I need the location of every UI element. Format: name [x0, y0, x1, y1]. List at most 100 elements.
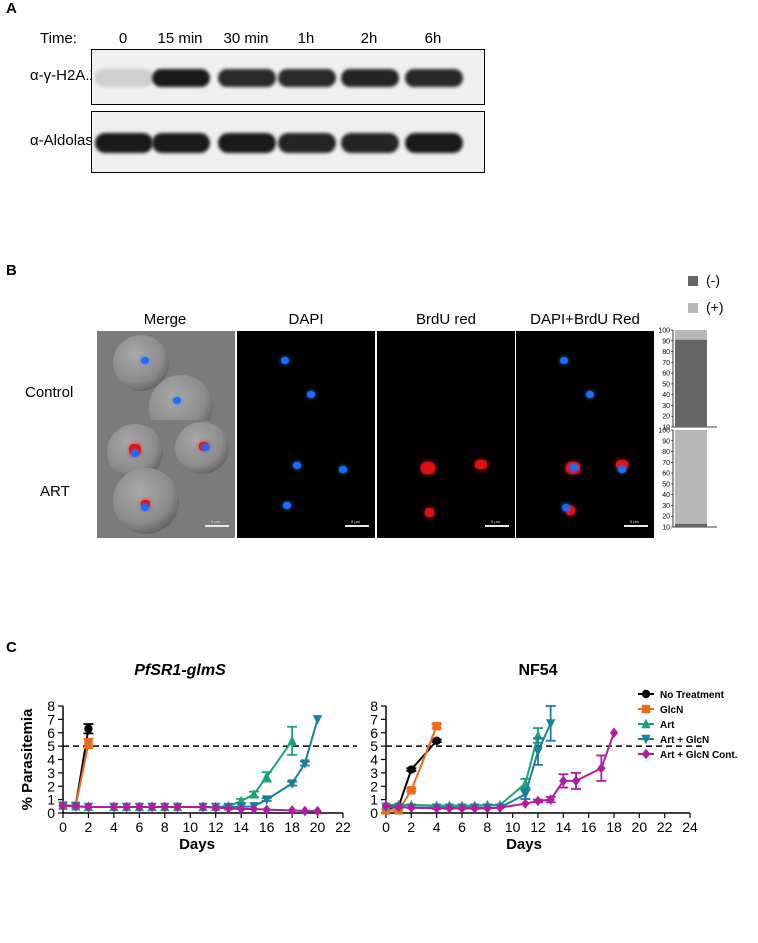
x-tick-label: 14	[233, 819, 249, 835]
brdu-spot	[566, 506, 575, 515]
data-point	[224, 803, 233, 814]
x-tick-label: 24	[682, 819, 698, 835]
column-header-brdu: BrdU red	[415, 311, 477, 328]
blot-band	[405, 133, 463, 153]
y-tick-label: 0	[370, 805, 378, 821]
brdu-spot	[425, 508, 434, 517]
chart-title: PfSR1-glmS	[134, 662, 226, 679]
x-tick-label: 20	[310, 819, 326, 835]
panel-b-letter: B	[6, 262, 17, 279]
series-line	[385, 732, 615, 810]
data-point	[407, 786, 416, 795]
y-tick-label: 2	[47, 778, 55, 794]
x-tick-label: 12	[530, 819, 546, 835]
blot-band	[341, 133, 399, 153]
micrograph-art-dapi-brdu: 5 µm	[516, 420, 654, 538]
scale-bar	[345, 525, 369, 527]
legend-label-positive: (+)	[706, 299, 724, 315]
scale-bar	[205, 525, 229, 527]
x-tick-label: 20	[632, 819, 648, 835]
series-line	[62, 804, 318, 812]
dapi-spot	[586, 391, 594, 398]
y-tick-label: 3	[370, 765, 378, 781]
x-tick-label: 4	[433, 819, 441, 835]
legend-label: GlcN	[660, 705, 683, 716]
data-point	[432, 736, 441, 745]
data-point	[546, 794, 555, 805]
micrograph-art-merge: 5 µm	[97, 420, 235, 538]
column-header-merge: Merge	[143, 311, 187, 328]
bar-axis-tick-label: 10	[662, 525, 670, 532]
series-line	[62, 719, 319, 808]
x-tick-label: 10	[505, 819, 521, 835]
blot-band	[405, 69, 463, 87]
legend-marker	[641, 718, 651, 729]
legend-swatch-negative	[688, 276, 698, 286]
x-tick-label: 6	[135, 819, 143, 835]
legend-label: Art + GlcN	[660, 735, 709, 746]
data-point	[545, 719, 556, 729]
dapi-spot	[141, 357, 149, 364]
x-tick-label: 2	[407, 819, 415, 835]
x-tick-label: 0	[59, 819, 67, 835]
legend-label: No Treatment	[660, 690, 725, 701]
blot-label-aldolase: α-Aldolase	[30, 132, 102, 149]
x-tick-label: 6	[458, 819, 466, 835]
bar-axis-tick-label: 90	[662, 338, 670, 345]
bar-segment-negative	[675, 339, 707, 427]
dapi-spot	[618, 466, 626, 473]
bar-axis-tick-label: 30	[662, 503, 670, 510]
bar-axis-tick-label: 80	[662, 349, 670, 356]
blot-band	[152, 133, 210, 153]
bar-segment-negative	[675, 523, 707, 527]
x-tick-label: 18	[606, 819, 622, 835]
brdu-spot	[421, 462, 435, 474]
bar-segment-positive	[675, 330, 707, 340]
x-tick-label: 10	[182, 819, 198, 835]
series-line	[385, 740, 438, 810]
y-tick-label: 4	[370, 752, 378, 768]
bar-axis-tick-label: 60	[662, 471, 670, 478]
y-tick-label: 5	[370, 738, 378, 754]
data-point	[571, 775, 581, 787]
data-point	[597, 762, 606, 774]
brdu-quantification-bars: 1009080706050403020101009080706050403020…	[658, 328, 717, 532]
blot-band	[278, 133, 336, 153]
blot-band	[341, 69, 399, 87]
bar-axis-tick-label: 70	[662, 360, 670, 367]
dapi-spot	[339, 466, 347, 473]
blot-band	[95, 133, 153, 153]
data-point	[432, 721, 441, 731]
data-point	[84, 739, 93, 748]
bar-axis-tick-label: 20	[662, 514, 670, 521]
timepoint-label: 1h	[297, 30, 315, 47]
x-tick-label: 2	[85, 819, 93, 835]
data-point	[287, 805, 297, 816]
panel-a-letter: A	[6, 0, 17, 17]
data-point	[521, 798, 530, 809]
timepoint-label: 30 min	[223, 30, 269, 47]
timepoint-label: 2h	[360, 30, 378, 47]
x-axis-label: Days	[179, 836, 215, 853]
y-tick-label: 8	[47, 698, 55, 714]
data-point	[609, 727, 619, 738]
legend-swatch-positive	[688, 303, 698, 313]
x-tick-label: 12	[208, 819, 224, 835]
data-point	[520, 790, 531, 800]
timepoint-label: 15 min	[157, 30, 203, 47]
legend-label: Art	[660, 720, 675, 731]
bar-axis-tick-label: 60	[662, 371, 670, 378]
scale-bar	[485, 525, 509, 527]
data-point	[198, 801, 208, 813]
panel-c-letter: C	[6, 639, 17, 656]
data-point	[312, 715, 323, 725]
y-tick-label: 4	[47, 752, 55, 768]
blot-label-h2ax: α-γ-H2A.X	[30, 67, 100, 84]
y-tick-label: 7	[370, 711, 378, 727]
y-tick-label: 2	[370, 778, 378, 794]
y-tick-label: 6	[370, 725, 378, 741]
timepoint-label: 6h	[424, 30, 442, 47]
blot-band	[95, 69, 153, 87]
x-tick-label: 4	[110, 819, 118, 835]
